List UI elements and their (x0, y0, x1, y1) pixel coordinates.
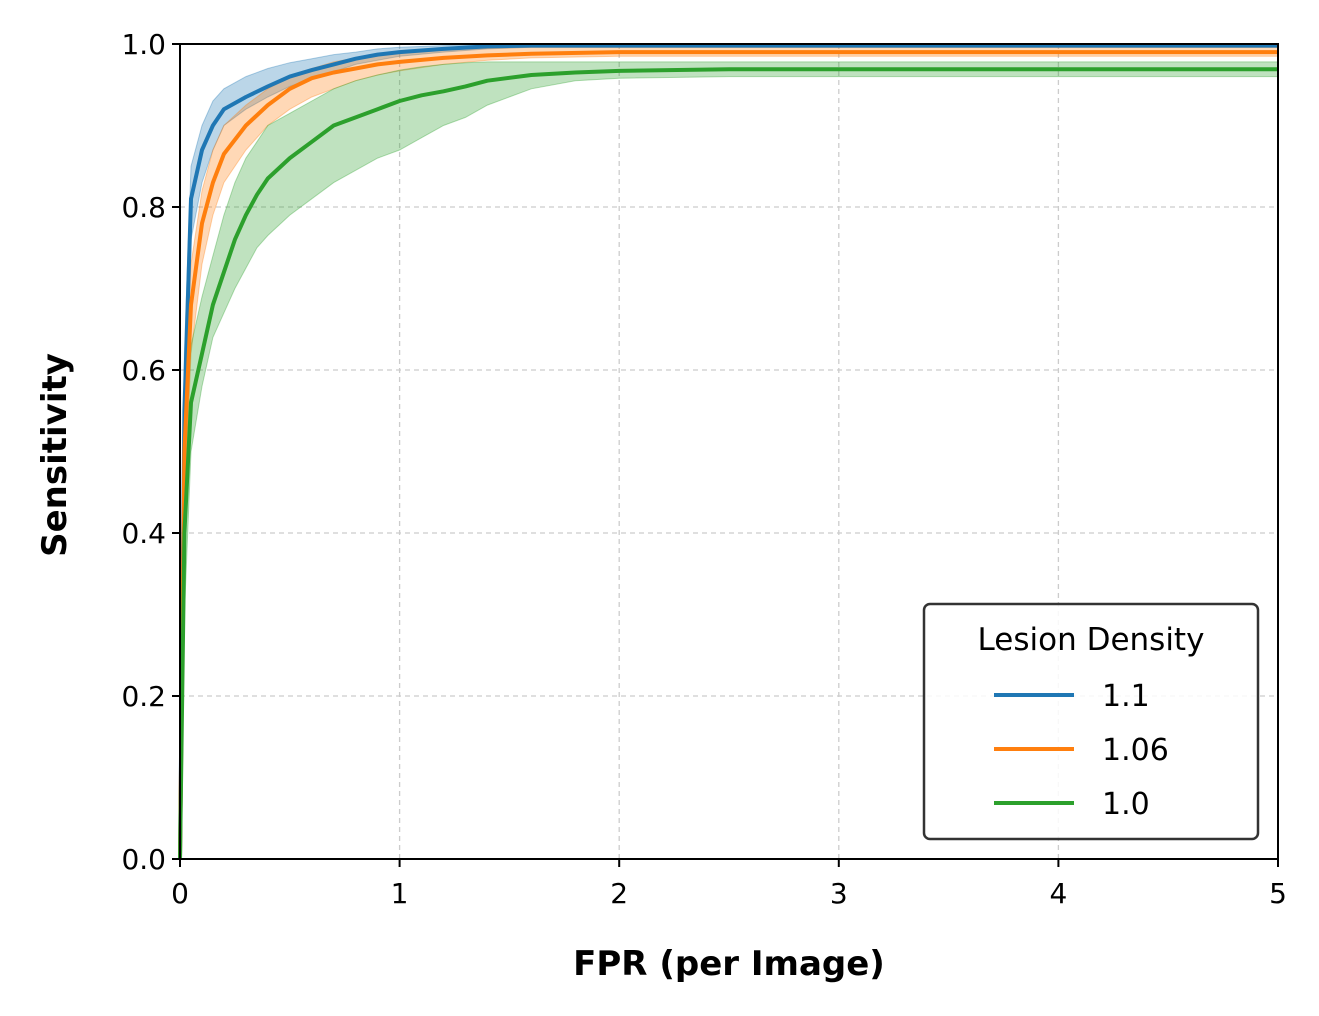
x-tick-label: 0 (171, 877, 189, 910)
series-line-3 (178, 67, 1278, 860)
legend-title: Lesion Density (978, 622, 1205, 658)
y-tick-label: 0.4 (121, 517, 166, 550)
x-axis-ticks: 0 1 2 3 4 5 (171, 859, 1287, 910)
legend: Lesion Density 1.1 1.06 1.0 (922, 602, 1260, 841)
series-line-1 (178, 43, 1278, 860)
legend-box (922, 602, 1260, 841)
x-tick-label: 2 (610, 877, 628, 910)
plot-frame (179, 43, 1279, 860)
x-tick-label: 3 (830, 877, 848, 910)
x-tick-label: 4 (1049, 877, 1067, 910)
y-axis-ticks: 0.0 0.2 0.4 0.6 0.8 1.0 (121, 28, 180, 876)
y-tick-label: 1.0 (121, 28, 166, 61)
y-axis-title: Sensitivity (35, 353, 75, 557)
legend-items: 1.1 1.06 1.0 (994, 679, 1169, 822)
series-lines (178, 43, 1278, 860)
legend-label: 1.1 (1102, 679, 1150, 714)
x-tick-label: 1 (391, 877, 409, 910)
x-axis-title: FPR (per Image) (573, 944, 885, 984)
y-tick-label: 0.0 (121, 843, 166, 876)
x-tick-label: 5 (1269, 877, 1287, 910)
legend-label: 1.06 (1102, 733, 1169, 768)
grid (180, 44, 1278, 859)
y-tick-label: 0.2 (121, 680, 166, 713)
y-tick-label: 0.8 (121, 191, 166, 224)
y-tick-label: 0.6 (121, 354, 166, 387)
series-line-2 (178, 50, 1278, 860)
legend-label: 1.0 (1102, 787, 1150, 822)
